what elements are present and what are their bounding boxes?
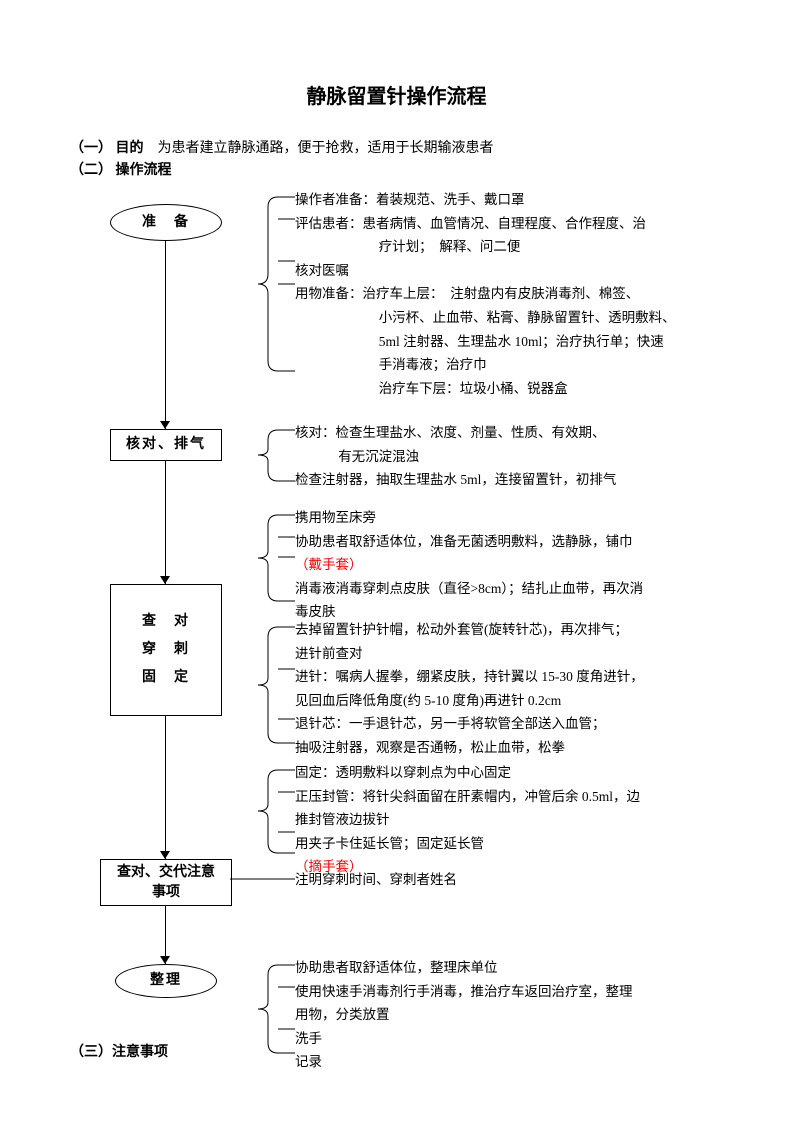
- flow-connector: [165, 904, 166, 964]
- arrow-icon: [160, 576, 170, 584]
- text-line: 核对：检查生理盐水、浓度、剂量、性质、有效期、: [295, 422, 723, 444]
- text-line: 正压封管：将针尖斜面留在肝素帽内，冲管后余 0.5ml，边: [295, 786, 723, 808]
- text-line: 治疗车下层：垃圾小桶、锐器盒: [295, 378, 723, 400]
- bracket-icon: [250, 959, 295, 1059]
- section-1-text: 为患者建立静脉通路，便于抢救，适用于长期输液患者: [144, 141, 494, 156]
- node-label: 整理: [150, 967, 182, 995]
- desc-verify: 注明穿刺时间、穿刺者姓名: [295, 869, 723, 893]
- desc-tidy: 协助患者取舒适体位，整理床单位 使用快速手消毒剂行手消毒，推治疗车返回治疗室，整…: [295, 957, 723, 1075]
- section-2-label: （二） 操作流程: [70, 163, 172, 178]
- section-1-label: （一） 目的: [70, 141, 144, 156]
- text-line: 小污杯、止血带、粘膏、静脉留置针、透明敷料、: [295, 307, 723, 329]
- section-3-label: （三）注意事项: [70, 1045, 168, 1060]
- text-line: 进针前查对: [295, 643, 723, 665]
- bracket-icon: [250, 424, 295, 487]
- flow-connector: [165, 239, 166, 429]
- text-line: 检查注射器，抽取生理盐水 5ml，连接留置针，初排气: [295, 469, 723, 491]
- node-verify-explain: 查对、交代注意 事项: [100, 859, 232, 906]
- text-line: 推封管液边拔针: [295, 809, 723, 831]
- desc-puncture-c: 固定：透明敷料以穿刺点为中心固定 正压封管：将针尖斜面留在肝素帽内，冲管后余 0…: [295, 762, 723, 880]
- node-label: 准 备: [142, 209, 190, 237]
- flow-connector: [165, 714, 166, 859]
- text-line: 有无沉淀混浊: [295, 446, 723, 468]
- text-line: 进针：嘱病人握拳，绷紧皮肤，持针翼以 15-30 度角进针，: [295, 666, 723, 688]
- section-3: （三）注意事项: [70, 1041, 168, 1061]
- node-label: 事项: [152, 883, 180, 903]
- desc-prepare: 操作者准备：着装规范、洗手、戴口罩 评估患者：患者病情、血管情况、自理程度、合作…: [295, 189, 723, 401]
- text-line: 评估患者：患者病情、血管情况、自理程度、合作程度、治: [295, 213, 723, 235]
- text-line: 协助患者取舒适体位，整理床单位: [295, 957, 723, 979]
- connector-line: [230, 869, 295, 889]
- text-line: 见回血后降低角度(约 5-10 度角)再进针 0.2cm: [295, 690, 723, 712]
- text-line: 手消毒液；治疗巾: [295, 354, 723, 376]
- bracket-icon: [250, 509, 295, 607]
- arrow-icon: [160, 421, 170, 429]
- desc-puncture-b: 去掉留置针护针帽，松动外套管(旋转针芯)，再次排气； 进针前查对 进针：嘱病人握…: [295, 619, 723, 761]
- node-label: 查 对: [142, 608, 190, 636]
- text-line: 固定：透明敷料以穿刺点为中心固定: [295, 762, 723, 784]
- text-line: 用夹子卡住延长管；固定延长管: [295, 833, 723, 855]
- text-line: 去掉留置针护针帽，松动外套管(旋转针芯)，再次排气；: [295, 619, 723, 641]
- text-line: 记录: [295, 1051, 723, 1073]
- node-label: 核对、排气: [126, 431, 206, 459]
- text-line: 注明穿刺时间、穿刺者姓名: [295, 869, 723, 891]
- node-check-exhaust: 核对、排气: [110, 429, 222, 461]
- text-line: 用物，分类放置: [295, 1004, 723, 1026]
- text-line: 洗手: [295, 1028, 723, 1050]
- bracket-icon: [250, 621, 295, 749]
- flowchart: 准 备 核对、排气 查 对 穿 刺 固 定 查对、交代注意 事项 整理: [70, 189, 723, 1059]
- text-line: 5ml 注射器、生理盐水 10ml；治疗执行单；快速: [295, 331, 723, 353]
- node-label: 查对、交代注意: [117, 863, 215, 883]
- text-line: 使用快速手消毒剂行手消毒，推治疗车返回治疗室，整理: [295, 981, 723, 1003]
- text-line: 协助患者取舒适体位，准备无菌透明敷料，选静脉，铺巾: [295, 531, 723, 553]
- flow-connector: [165, 459, 166, 584]
- bracket-icon: [250, 764, 295, 859]
- text-line: 操作者准备：着装规范、洗手、戴口罩: [295, 189, 723, 211]
- arrow-icon: [160, 956, 170, 964]
- node-label: 穿 刺: [142, 636, 190, 664]
- node-tidy: 整理: [115, 964, 217, 998]
- node-puncture: 查 对 穿 刺 固 定: [110, 584, 222, 716]
- section-1: （一） 目的 为患者建立静脉通路，便于抢救，适用于长期输液患者: [70, 137, 723, 157]
- text-line: 疗计划； 解释、问二便: [295, 236, 723, 258]
- desc-puncture-a: 携用物至床旁 协助患者取舒适体位，准备无菌透明敷料，选静脉，铺巾 （戴手套） 消…: [295, 507, 723, 625]
- node-prepare: 准 备: [110, 204, 222, 241]
- text-line: 退针芯：一手退针芯，另一手将软管全部送入血管；: [295, 713, 723, 735]
- page-title: 静脉留置针操作流程: [70, 80, 723, 109]
- text-line: 用物准备：治疗车上层： 注射盘内有皮肤消毒剂、棉签、: [295, 283, 723, 305]
- text-line: 核对医嘱: [295, 260, 723, 282]
- text-line-highlight: （戴手套）: [295, 554, 723, 576]
- text-line: 携用物至床旁: [295, 507, 723, 529]
- text-line: 消毒液消毒穿刺点皮肤（直径>8cm）；结扎止血带，再次消: [295, 578, 723, 600]
- text-line: 抽吸注射器，观察是否通畅，松止血带，松拳: [295, 737, 723, 759]
- node-label: 固 定: [142, 664, 190, 692]
- arrow-icon: [160, 851, 170, 859]
- section-2: （二） 操作流程: [70, 159, 723, 179]
- bracket-icon: [250, 189, 295, 379]
- desc-check: 核对：检查生理盐水、浓度、剂量、性质、有效期、 有无沉淀混浊 检查注射器，抽取生…: [295, 422, 723, 493]
